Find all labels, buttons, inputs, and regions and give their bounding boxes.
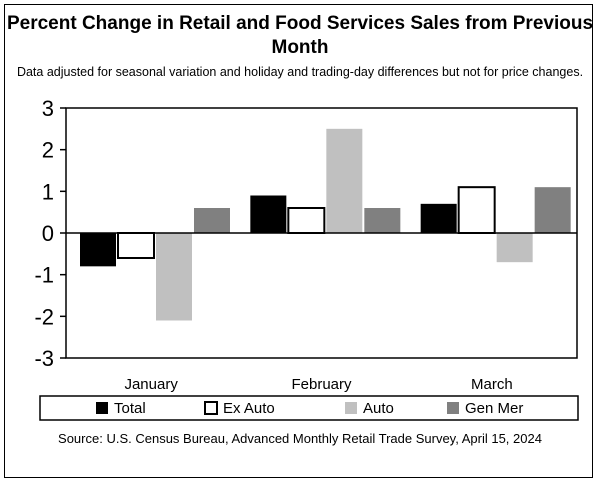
legend-label: Ex Auto [223,400,275,417]
legend-swatch-auto [345,402,357,414]
legend-label: Total [114,400,146,417]
y-tick-label: 0 [42,221,54,246]
bar-ex-auto-january [117,232,155,259]
legend-box [39,395,579,421]
bar-ex-auto-february [287,207,326,234]
bar-ex-auto-march [457,186,496,235]
legend-swatch-total [96,402,108,414]
x-category-label: March [471,376,513,393]
y-tick-label: -3 [34,346,54,371]
legend-label: Gen Mer [465,400,523,417]
bar-gen-mer-march [534,187,571,233]
bar-auto-march [496,233,533,263]
x-category-label: January [124,376,178,393]
chart-source: Source: U.S. Census Bureau, Advanced Mon… [58,431,542,446]
bar-gen-mer-january [194,208,230,233]
bar-gen-mer-february [364,208,401,233]
bar-auto-february [326,128,363,233]
y-tick-label: 3 [42,96,54,121]
x-category-label: February [291,376,352,393]
bar-auto-january [156,233,192,321]
y-tick-label: 1 [42,179,54,204]
bar-total-march [420,203,457,233]
legend-label: Auto [363,400,394,417]
y-tick-label: 2 [42,138,54,163]
y-tick-label: -1 [34,263,54,288]
y-tick-label: -2 [34,304,54,329]
bar-total-january [80,233,116,267]
bar-total-february [250,195,287,233]
chart-title: Percent Change in Retail and Food Servic… [6,13,594,58]
legend-swatch-gen-mer [447,402,459,414]
legend-swatch-ex-auto [204,401,218,415]
chart-subtitle: Data adjusted for seasonal variation and… [16,65,584,79]
